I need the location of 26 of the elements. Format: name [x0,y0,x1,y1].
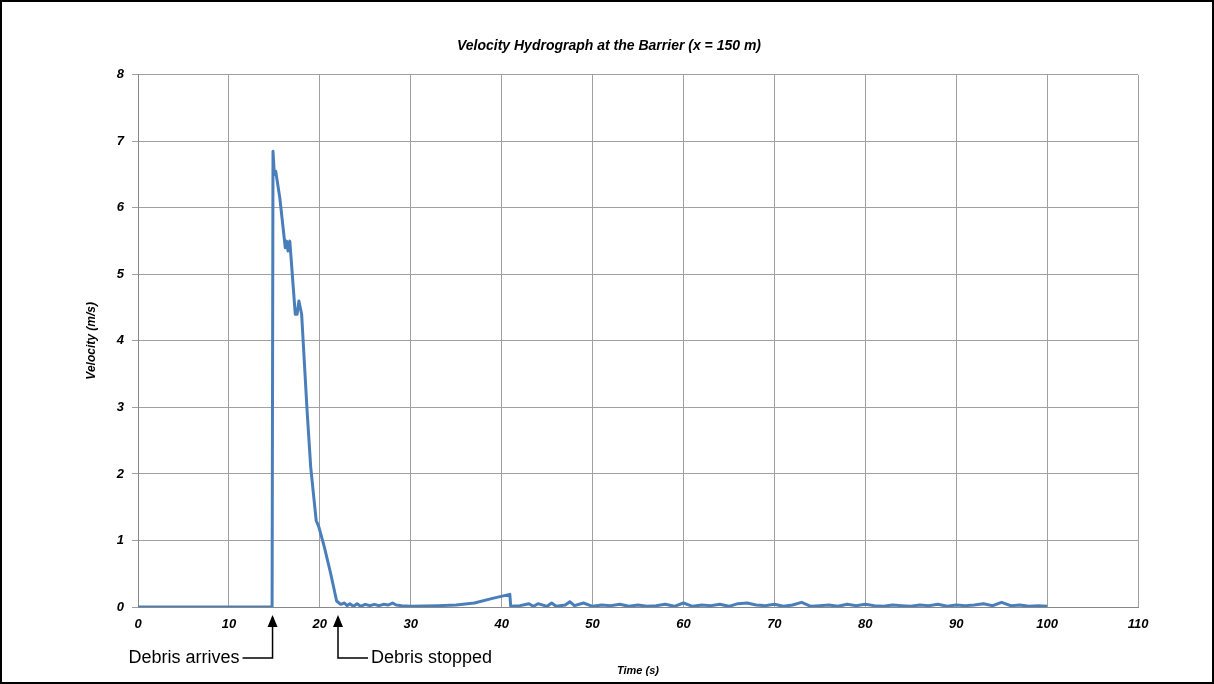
chart-title: Velocity Hydrograph at the Barrier (x = 150 m) [456,37,762,54]
x-tick-label: 100 [1036,616,1059,632]
x-tick-label: 80 [858,616,874,632]
x-tick-label: 40 [493,616,510,632]
y-axis-title: Velocity (m/s) [83,302,98,380]
x-tick-label: 20 [311,616,328,632]
y-tick-label: 6 [116,199,125,215]
y-tick-label: 2 [115,465,125,481]
y-tick-label: 5 [116,265,125,281]
annotation: Debris stopped [371,646,493,667]
y-tick-label: 0 [116,598,125,614]
y-tick-label: 4 [115,332,125,348]
y-tick-label: 3 [116,399,125,414]
x-tick-label: 60 [676,616,692,632]
x-tick-label: 110 [1127,616,1150,632]
x-tick-label: 30 [403,616,419,632]
annotation: Debris arrives [128,646,240,667]
x-tick-label: 10 [221,616,237,632]
x-axis-title: Time (s) [617,664,660,677]
x-tick-label: 0 [134,616,143,632]
x-tick-label: 50 [585,616,601,632]
y-tick-label: 7 [116,132,125,148]
x-tick-label: 90 [948,616,965,632]
x-tick-label: 70 [767,616,783,632]
y-tick-label: 1 [116,532,124,548]
y-tick-label: 8 [116,66,125,82]
